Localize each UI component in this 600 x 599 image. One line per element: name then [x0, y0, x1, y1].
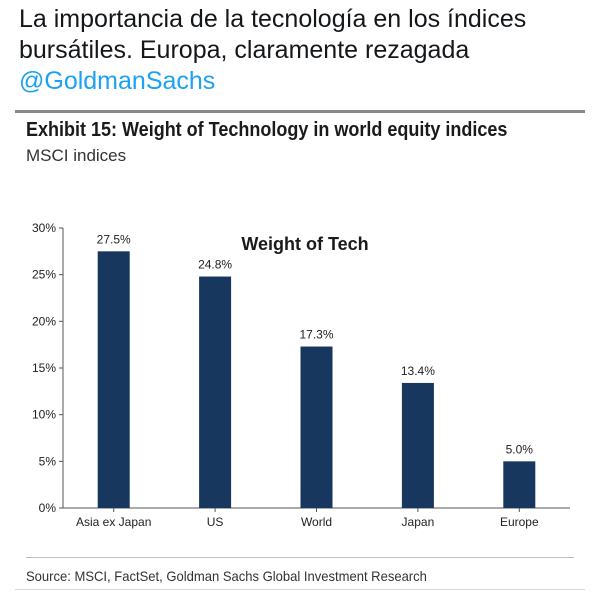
y-tick-label: 0%: [39, 501, 57, 515]
bar: [300, 346, 333, 508]
chart-title: Weight of Tech: [241, 234, 368, 254]
y-tick-label: 10%: [32, 408, 56, 422]
y-tick-label: 5%: [39, 454, 57, 468]
data-label: 5.0%: [506, 442, 534, 456]
tweet-text: La importancia de la tecnología en los í…: [19, 4, 589, 97]
bar-chart: 0% 5% 10% 15% 20% 25% 30% 27.5% Asia ex Japan 24.…: [32, 221, 570, 529]
bar: [97, 251, 130, 509]
y-tick-label: 25%: [32, 268, 56, 282]
data-label: 13.4%: [401, 364, 435, 378]
y-tick-label: 15%: [32, 361, 56, 375]
x-tick-label: US: [207, 515, 224, 529]
x-tick-label: Japan: [402, 515, 435, 529]
source-note: Source: MSCI, FactSet, Goldman Sachs Glo…: [26, 568, 427, 584]
data-label: 17.3%: [299, 328, 333, 342]
source-divider: [26, 557, 574, 558]
data-label: 27.5%: [97, 232, 131, 246]
bar: [199, 276, 232, 508]
bar: [503, 461, 536, 508]
x-tick-label: Asia ex Japan: [76, 515, 151, 529]
bar: [401, 382, 434, 508]
x-tick-label: World: [301, 515, 332, 529]
mention-link[interactable]: @GoldmanSachs: [19, 67, 216, 95]
exhibit-title: Exhibit 15: Weight of Technology in worl…: [26, 119, 508, 141]
x-tick-label: Europe: [500, 515, 539, 529]
exhibit-subtitle: MSCI indices: [26, 146, 127, 165]
exhibit-card: Exhibit 15: Weight of Technology in worl…: [15, 110, 585, 590]
data-label: 24.8%: [198, 258, 232, 272]
tweet-body: La importancia de la tecnología en los í…: [19, 5, 527, 64]
y-tick-label: 30%: [32, 221, 56, 235]
y-tick-label: 20%: [32, 314, 56, 328]
